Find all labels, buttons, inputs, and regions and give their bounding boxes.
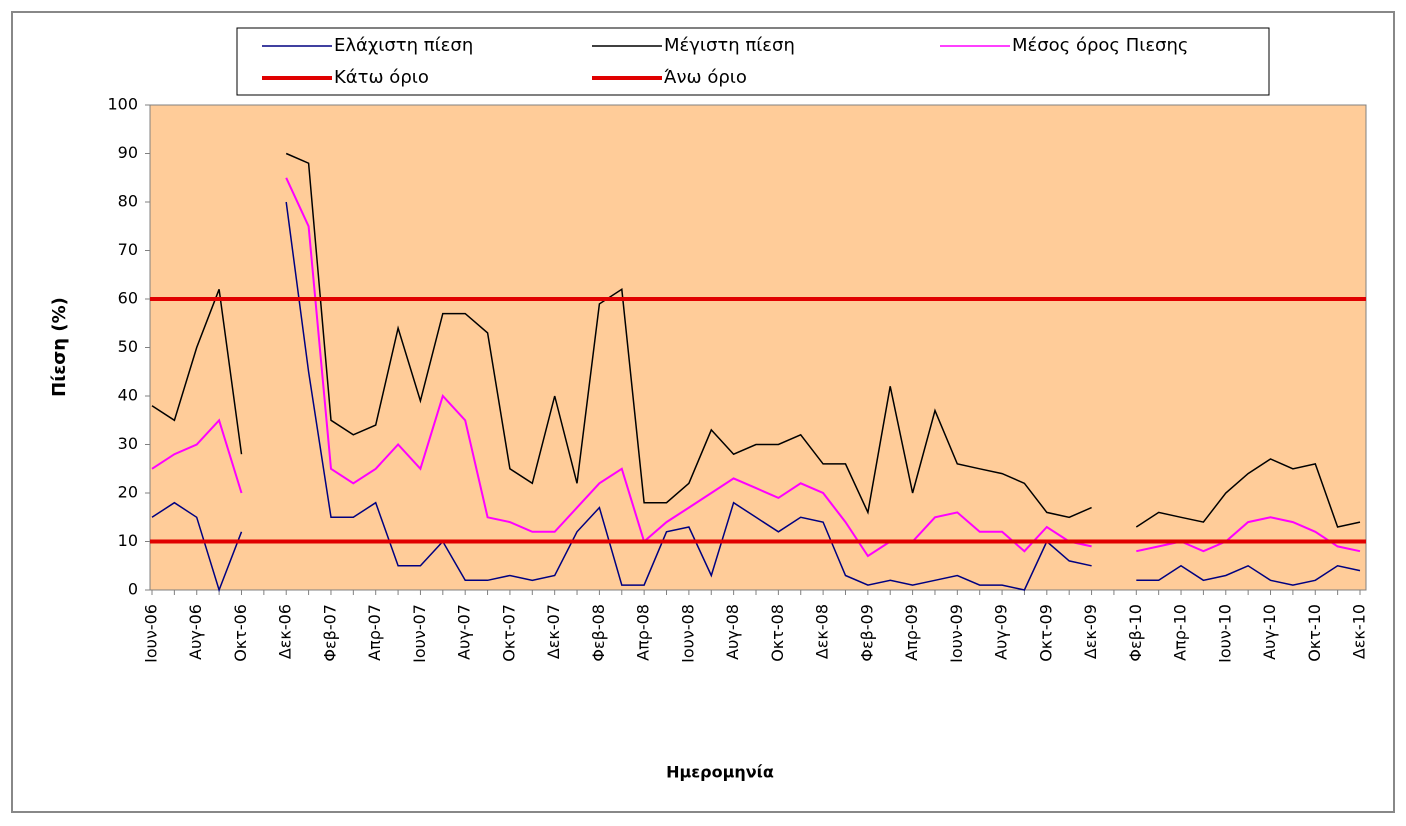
- x-tick-label: Οκτ-07: [499, 604, 518, 662]
- x-tick-label: Οκτ-09: [1036, 604, 1055, 662]
- y-tick-label: 80: [118, 192, 138, 211]
- legend-label: Μέγιστη πίεση: [664, 35, 795, 56]
- x-tick-label: Δεκ-09: [1081, 604, 1100, 659]
- x-tick-label: Οκτ-10: [1305, 604, 1324, 662]
- series-line: [151, 201, 1361, 593]
- x-tick-label: Αυγ-08: [723, 604, 742, 660]
- y-axis-title: Πίεση (%): [49, 297, 70, 397]
- plot-area: [149, 104, 1367, 591]
- y-tick-label: 30: [118, 434, 138, 453]
- legend-label: Άνω όριο: [664, 67, 747, 88]
- x-tick-label: Απρ-08: [634, 604, 653, 661]
- x-tick-label: Αυγ-10: [1260, 604, 1279, 660]
- x-tick-label: Ιουν-06: [142, 604, 161, 663]
- y-tick-label: 50: [118, 337, 138, 356]
- y-tick-label: 90: [118, 143, 138, 162]
- x-tick-label: Απρ-10: [1171, 604, 1190, 661]
- legend-label: Κάτω όριο: [334, 67, 429, 88]
- x-tick-label: Ιουν-10: [1215, 604, 1234, 663]
- y-tick-label: 40: [118, 386, 138, 405]
- x-tick-label: Ιουν-09: [947, 604, 966, 663]
- x-tick-label: Οκτ-08: [768, 604, 787, 662]
- x-tick-label: Δεκ-08: [813, 604, 832, 659]
- x-tick-label: Αυγ-07: [455, 604, 474, 660]
- x-tick-label: Αυγ-06: [186, 604, 205, 660]
- x-tick-label: Δεκ-10: [1350, 604, 1369, 659]
- y-tick-label: 60: [118, 289, 138, 308]
- x-tick-label: Απρ-07: [365, 604, 384, 661]
- x-axis-title: Ημερομηνία: [666, 763, 774, 782]
- x-tick-label: Φεβ-10: [1126, 604, 1145, 662]
- y-tick-label: 10: [118, 531, 138, 550]
- x-tick-label: Ιουν-07: [410, 604, 429, 663]
- y-tick-label: 70: [118, 240, 138, 259]
- x-tick-label: Δεκ-07: [544, 604, 563, 659]
- legend: [236, 27, 1270, 96]
- x-tick-label: Οκτ-06: [231, 604, 250, 662]
- x-tick-label: Φεβ-07: [320, 604, 339, 662]
- x-tick-label: Ιουν-08: [678, 604, 697, 663]
- y-tick-label: 20: [118, 483, 138, 502]
- legend-label: Ελάχιστη πίεση: [334, 35, 473, 56]
- x-tick-label: Φεβ-09: [857, 604, 876, 662]
- y-tick-label: 100: [107, 95, 138, 114]
- x-tick-label: Φεβ-08: [589, 604, 608, 662]
- legend-label: Μέσος όρος Πιεσης: [1012, 35, 1188, 56]
- x-tick-label: Δεκ-06: [276, 604, 295, 659]
- series-line: [151, 152, 1361, 528]
- x-tick-label: Απρ-09: [902, 604, 921, 661]
- x-tick-label: Αυγ-09: [992, 604, 1011, 660]
- y-tick-label: 0: [128, 580, 138, 599]
